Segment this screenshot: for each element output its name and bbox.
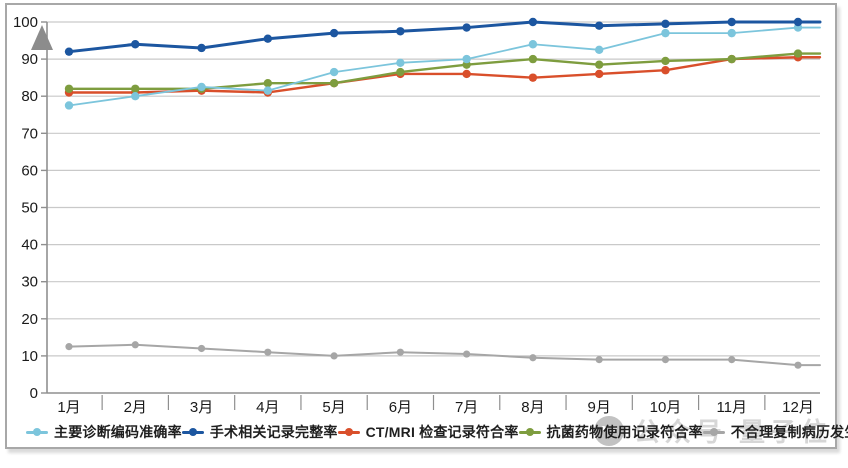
- primary-diagnosis-coding-accuracy-point: [594, 45, 604, 55]
- surgery-record-completeness-point: [131, 40, 140, 49]
- y-axis-tick-label: 90: [21, 51, 38, 68]
- y-axis-tick-label: 20: [21, 311, 38, 328]
- unreasonable-copied-record-rate-point: [661, 356, 670, 364]
- y-axis-tick-label: 70: [21, 125, 38, 142]
- unreasonable-copied-record-rate-point: [595, 356, 603, 364]
- primary-diagnosis-coding-accuracy-point: [727, 28, 736, 38]
- ct-mri-record-conformity-point: [594, 69, 604, 79]
- unreasonable-copied-record-rate-point: [197, 344, 206, 353]
- primary-diagnosis-coding-accuracy-point: [462, 54, 471, 64]
- antibiotic-usage-record-conformity-point: [727, 54, 736, 64]
- ct-mri-record-conformity-point: [528, 73, 538, 82]
- x-axis-month-label: 9月: [588, 399, 611, 416]
- y-axis-tick-label: 100: [13, 14, 38, 31]
- chart-frame: [5, 3, 837, 449]
- y-axis-tick-label: 0: [30, 385, 38, 402]
- unreasonable-copied-record-rate-point: [396, 348, 404, 356]
- y-axis-tick-label: 60: [21, 162, 38, 179]
- surgery-record-completeness-point: [197, 43, 206, 53]
- legend-marker-icon: [337, 430, 360, 434]
- x-axis-month-label: 8月: [521, 399, 544, 416]
- y-axis-tick-label: 30: [21, 274, 38, 291]
- legend-label: 不合理复制病历发生率: [730, 424, 848, 440]
- antibiotic-usage-record-conformity-point: [396, 67, 405, 77]
- x-axis-month-label: 3月: [190, 399, 213, 416]
- primary-diagnosis-coding-accuracy-point: [131, 92, 140, 101]
- surgery-record-completeness-point: [727, 17, 736, 27]
- surgery-record-completeness-point: [661, 19, 670, 29]
- surgery-record-completeness-point: [528, 17, 538, 27]
- y-axis-tick-label: 10: [21, 348, 38, 365]
- legend-marker-icon: [26, 430, 48, 434]
- legend-marker-icon: [518, 430, 541, 434]
- legend-marker-icon: [702, 430, 725, 434]
- unreasonable-copied-record-rate-point: [794, 361, 802, 369]
- x-axis-month-label: 2月: [124, 399, 147, 416]
- surgery-record-completeness-point: [263, 34, 273, 43]
- antibiotic-usage-record-conformity-point: [528, 54, 538, 64]
- primary-diagnosis-coding-accuracy-point: [661, 28, 670, 38]
- y-axis-tick-label: 50: [21, 200, 38, 217]
- unreasonable-copied-record-rate-point: [728, 356, 736, 364]
- unreasonable-copied-record-rate-point: [529, 354, 537, 362]
- axis-up-arrow-icon: [31, 25, 53, 50]
- x-axis-month-label: 4月: [256, 399, 279, 416]
- primary-diagnosis-coding-accuracy-point: [528, 40, 538, 49]
- legend-label: 主要诊断编码准确率: [54, 424, 182, 440]
- legend-item-unreasonable-copied-record-rate: 不合理复制病历发生率: [702, 422, 848, 442]
- chart-legend: 主要诊断编码准确率 手术相关记录完整率 CT/MRI 检查记录符合率 抗菌药物使用记录…: [26, 422, 848, 442]
- legend-label: 手术相关记录完整率: [209, 424, 338, 440]
- antibiotic-usage-record-conformity-point: [131, 84, 140, 93]
- surgery-record-completeness-line: [67, 20, 822, 54]
- legend-item-ct-mri-record-conformity: CT/MRI 检查记录符合率: [337, 422, 519, 442]
- surgery-record-completeness-point: [594, 21, 604, 30]
- ct-mri-record-conformity-line: [67, 56, 822, 94]
- antibiotic-usage-record-conformity-point: [661, 56, 670, 66]
- surgery-record-completeness-point: [793, 17, 803, 27]
- antibiotic-usage-record-conformity-point: [263, 79, 273, 88]
- primary-diagnosis-coding-accuracy-point: [396, 58, 405, 68]
- x-axis-month-label: 11月: [716, 399, 747, 416]
- unreasonable-copied-record-rate-point: [330, 352, 338, 360]
- x-axis-month-label: 6月: [389, 399, 412, 416]
- legend-label: 抗菌药物使用记录符合率: [546, 424, 703, 440]
- watermark: 公众号 量子位: [593, 412, 832, 449]
- primary-diagnosis-coding-accuracy-point: [263, 86, 273, 95]
- legend-label: CT/MRI 检查记录符合率: [365, 424, 519, 440]
- x-axis-month-label: 10月: [650, 399, 682, 416]
- watermark-text: 公众号 量子位: [633, 417, 832, 447]
- unreasonable-copied-record-rate-point: [463, 350, 471, 358]
- surgery-record-completeness-point: [462, 23, 471, 32]
- primary-diagnosis-coding-accuracy-point: [197, 82, 206, 92]
- x-axis-month-label: 7月: [455, 399, 478, 416]
- unreasonable-copied-record-rate-point: [131, 341, 139, 349]
- antibiotic-usage-record-conformity-point: [793, 49, 803, 58]
- primary-diagnosis-coding-accuracy-point: [64, 101, 74, 110]
- antibiotic-usage-record-conformity-point: [329, 79, 339, 88]
- surgery-record-completeness-point: [396, 27, 405, 36]
- ct-mri-record-conformity-point: [661, 66, 670, 75]
- unreasonable-copied-record-rate-point: [65, 343, 73, 351]
- primary-diagnosis-coding-accuracy-point: [329, 67, 339, 77]
- x-axis-month-label: 1月: [57, 399, 80, 416]
- unreasonable-copied-record-rate-line: [68, 343, 821, 367]
- legend-item-surgery-record-completeness: 手术相关记录完整率: [181, 422, 338, 442]
- legend-marker-icon: [181, 430, 204, 434]
- x-axis-month-label: 5月: [322, 399, 345, 416]
- unreasonable-copied-record-rate-point: [264, 348, 272, 356]
- legend-item-antibiotic-usage-record-conformity: 抗菌药物使用记录符合率: [518, 422, 703, 442]
- antibiotic-usage-record-conformity-point: [594, 60, 604, 69]
- y-axis-tick-label: 80: [21, 88, 38, 105]
- ct-mri-record-conformity-point: [462, 69, 471, 79]
- legend-item-primary-diagnosis-coding-accuracy: 主要诊断编码准确率: [26, 422, 182, 442]
- y-axis-tick-label: 40: [21, 237, 38, 254]
- x-axis-month-label: 12月: [782, 399, 814, 416]
- surgery-record-completeness-point: [329, 28, 339, 38]
- surgery-record-completeness-point: [64, 47, 74, 56]
- antibiotic-usage-record-conformity-point: [64, 84, 74, 93]
- smiley-face-icon: [593, 415, 624, 446]
